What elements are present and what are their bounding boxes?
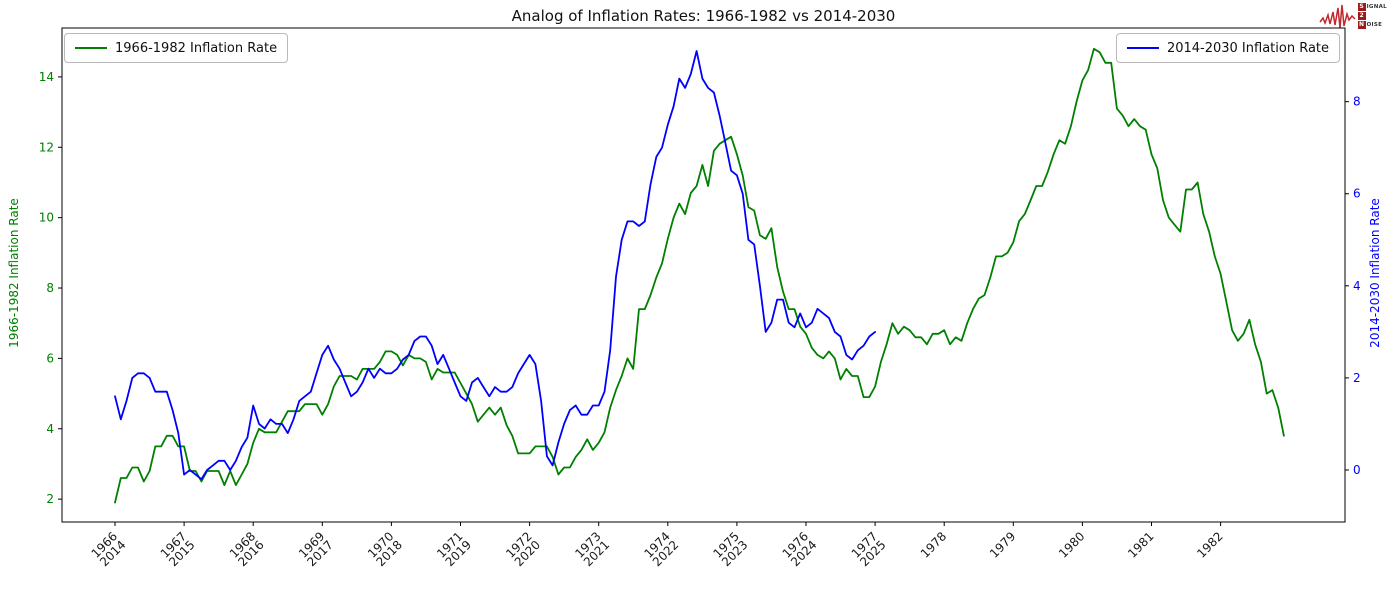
x-tick-label: 19682016 [227,529,267,569]
logo-letter-2: 2 [1357,12,1366,20]
signal2noise-logo: S IGNAL 2 N OISE [1318,2,1387,30]
waveform-icon [1318,4,1356,29]
x-tick-label: 19722020 [503,529,543,569]
legend-label-blue: 2014-2030 Inflation Rate [1166,40,1329,56]
y-left-tick-label: 14 [39,70,54,84]
y-right-tick-label: 2 [1353,371,1361,385]
y-axis-label-left: 1966-1982 Inflation Rate [7,198,21,348]
x-tick-label: 19752023 [711,529,751,569]
y-axis-label-right: 2014-2030 Inflation Rate [1368,198,1382,348]
y-right-tick-label: 4 [1353,279,1361,293]
legend-swatch-blue [1126,47,1159,49]
logo-line-noise: N OISE [1357,21,1383,29]
logo-letter-n: N [1357,21,1366,29]
series-line-0 [114,47,1285,504]
y-left-tick-label: 8 [46,281,54,295]
x-tick-label: 19772025 [849,529,889,569]
y-right-tick-label: 6 [1353,187,1361,201]
series-line-1 [114,50,876,481]
y-right-tick-label: 8 [1353,95,1361,109]
y-left-tick-label: 10 [39,211,54,225]
logo-text: S IGNAL 2 N OISE [1357,3,1387,29]
chart-title: Analog of Inflation Rates: 1966-1982 vs … [511,7,896,25]
x-tick-label: 19692017 [296,529,336,569]
x-tick-label: 19702018 [365,529,405,569]
x-tick-label: 1978 [918,529,949,560]
legend-2014-2030: 2014-2030 Inflation Rate [1115,33,1340,63]
legend-swatch-green [75,47,107,49]
x-tick-label: 19672015 [158,529,198,569]
logo-line-signal: S IGNAL [1357,3,1387,11]
x-tick-label: 1981 [1125,529,1156,560]
x-tick-label: 19742022 [641,529,681,569]
x-tick-label: 19662014 [89,529,129,569]
legend-1966-1982: 1966-1982 Inflation Rate [64,33,289,63]
x-tick-label: 1980 [1056,529,1087,560]
logo-letter-s: S [1357,3,1366,11]
y-left-tick-label: 6 [46,351,54,365]
plot-frame [61,27,1346,523]
y-left-tick-label: 2 [46,492,54,506]
y-right-tick-label: 0 [1353,463,1361,477]
x-tick-label: 19712019 [434,529,474,569]
x-tick-label: 19762024 [780,529,820,569]
y-left-tick-label: 4 [46,422,54,436]
x-tick-label: 1979 [987,529,1018,560]
x-tick-label: 1982 [1194,529,1225,560]
logo-line-2: 2 [1357,12,1387,20]
x-tick-label: 19732021 [572,529,612,569]
legend-label-green: 1966-1982 Inflation Rate [115,40,278,56]
y-left-tick-label: 12 [39,140,54,154]
